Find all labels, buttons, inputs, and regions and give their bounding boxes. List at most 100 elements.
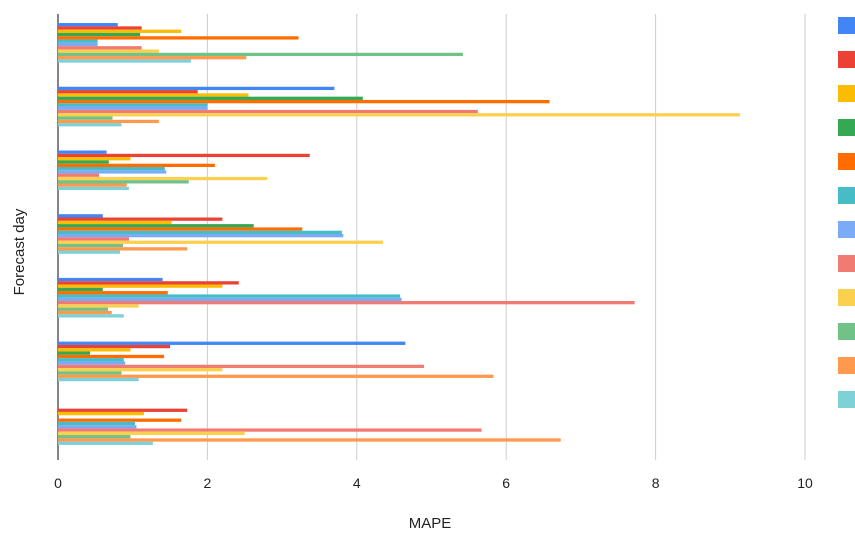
bar [58,237,129,241]
bar [58,49,159,53]
bar [58,99,550,104]
bar [58,284,223,288]
bar [58,304,139,308]
x-tick-label: 4 [353,475,361,491]
bar [58,29,182,33]
bar [58,418,182,422]
bar [58,341,406,345]
bar [58,438,561,442]
bar [58,113,741,117]
bar [58,435,131,439]
bar [58,96,363,100]
bar [58,368,223,372]
bar [58,46,142,50]
x-tick-labels: 0 2 4 6 8 10 [54,475,813,491]
bar [58,36,299,40]
bar [58,428,482,432]
bar [58,56,247,60]
bar [58,281,239,285]
bar [58,52,463,57]
bar [58,374,494,378]
bar [58,425,137,429]
bar [58,103,208,107]
bar [58,421,135,426]
bar [58,310,112,315]
bar [58,163,215,167]
bar [58,157,131,161]
bar [58,220,172,225]
bar [58,90,198,94]
bar [58,358,124,362]
bar [58,150,107,154]
bar [58,183,127,187]
bar [58,186,129,191]
bar [58,93,249,97]
bar [58,32,141,37]
bar [58,234,344,238]
bar [58,26,142,30]
bar [58,180,189,184]
bar [58,23,118,27]
legend-swatch [838,119,855,136]
bar [58,119,159,124]
legend-swatch [838,17,855,34]
bar [58,153,310,158]
legend-swatch [838,85,855,102]
bar [58,301,635,305]
bar [58,354,165,359]
legend-swatch [838,255,855,272]
bar [58,348,131,352]
legend-swatch [838,289,855,306]
bar [58,42,98,47]
x-tick-label: 0 [54,475,62,491]
bar [58,224,254,228]
bar [58,243,123,248]
bar [58,217,223,221]
bar [58,314,124,318]
bar [58,287,103,292]
legend-swatch [838,357,855,374]
bar [58,377,139,382]
bar [58,291,168,295]
bar [58,294,401,298]
bar [58,176,268,181]
bar [58,166,165,171]
bar [58,160,109,164]
bar [58,247,188,251]
bar [58,106,208,110]
x-axis-title: MAPE [409,515,452,532]
bar [58,123,122,127]
bar [58,344,171,349]
bar [58,441,153,445]
bar [58,109,478,114]
bar [58,39,98,43]
bar [58,408,188,412]
bar [58,173,100,177]
bar [58,351,91,355]
legend-swatch [838,221,855,238]
bar [58,371,122,375]
y-axis-title: Forecast day [11,208,28,295]
legend-swatch [838,187,855,204]
bar [58,431,245,436]
bar [58,227,303,231]
legend-swatch [838,323,855,340]
bar [58,411,144,416]
legend [838,17,855,408]
x-tick-label: 6 [502,475,510,491]
legend-swatch [838,153,855,170]
bar [58,307,109,311]
bar [58,170,167,174]
bar [58,250,120,254]
bar [58,214,103,218]
bar [58,364,425,369]
bar [58,86,335,91]
bar [58,59,191,63]
bar [58,116,113,120]
x-tick-label: 8 [652,475,660,491]
legend-swatch [838,391,855,408]
bar [58,277,163,282]
x-tick-label: 10 [797,475,813,491]
bars [58,23,741,445]
